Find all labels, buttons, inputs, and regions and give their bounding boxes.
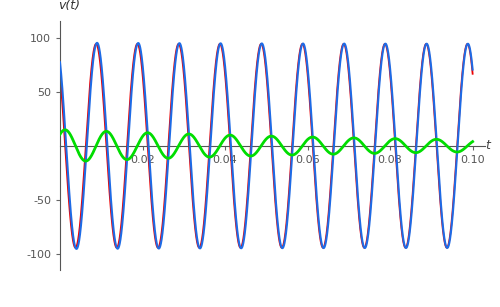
Text: v(t): v(t) [58, 0, 80, 12]
Text: t: t [485, 139, 490, 152]
